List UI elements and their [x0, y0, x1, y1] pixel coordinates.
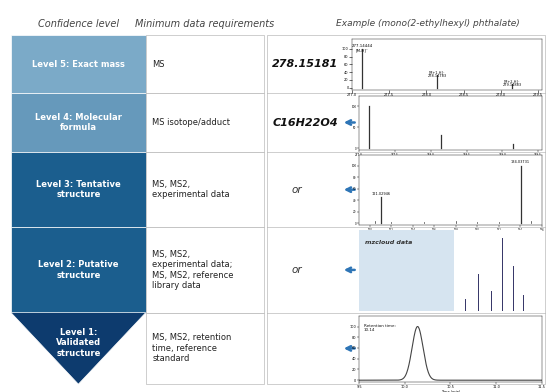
Bar [359, 230, 454, 311]
Text: 278.15181: 278.15181 [272, 59, 338, 69]
Text: Confidence level: Confidence level [38, 18, 119, 29]
Text: [M+1-H]⁻: [M+1-H]⁻ [429, 71, 446, 74]
Text: MS, MS2,
experimental data;
MS, MS2, reference
library data: MS, MS2, experimental data; MS, MS2, ref… [152, 250, 234, 290]
Bar [146, 313, 264, 384]
Text: Level 1:
Validated
structure: Level 1: Validated structure [56, 328, 101, 358]
Text: C16H22O4: C16H22O4 [272, 118, 338, 127]
Bar [146, 93, 264, 152]
Text: 278.14783: 278.14783 [428, 74, 447, 78]
Text: Minimum data requirements: Minimum data requirements [135, 18, 274, 29]
Text: MS, MS2, retention
time, reference
standard: MS, MS2, retention time, reference stand… [152, 334, 232, 363]
Text: Example (mono(2-ethylhexyl) phthalate): Example (mono(2-ethylhexyl) phthalate) [336, 19, 520, 28]
X-axis label: m/z: m/z [447, 233, 454, 237]
Bar [267, 35, 544, 384]
Text: Level 5: Exact mass: Level 5: Exact mass [32, 60, 125, 69]
Bar [11, 227, 146, 313]
Bar [146, 152, 264, 227]
Text: [M-H]⁻: [M-H]⁻ [356, 48, 369, 53]
Text: mzcloud data: mzcloud data [365, 240, 412, 245]
Text: 277.14444: 277.14444 [352, 44, 373, 48]
Text: MS isotope/adduct: MS isotope/adduct [152, 118, 230, 127]
X-axis label: Time (min): Time (min) [441, 390, 460, 392]
Bar [146, 227, 264, 313]
Text: Retention time:
10.14: Retention time: 10.14 [364, 324, 395, 332]
Text: or: or [292, 185, 302, 195]
X-axis label: m/z: m/z [443, 98, 450, 103]
X-axis label: m/z: m/z [447, 158, 454, 162]
Text: 279.14883: 279.14883 [502, 83, 521, 87]
Polygon shape [11, 313, 146, 384]
Text: Level 4: Molecular
formula: Level 4: Molecular formula [35, 113, 122, 132]
Text: Level 3: Tentative
structure: Level 3: Tentative structure [36, 180, 121, 200]
Text: 121.02946: 121.02946 [371, 192, 390, 196]
Bar [11, 152, 146, 227]
Text: or: or [292, 265, 302, 275]
Text: Level 2: Putative
structure: Level 2: Putative structure [38, 260, 119, 279]
Text: 134.03731: 134.03731 [511, 160, 530, 165]
Bar [146, 35, 264, 93]
Bar [11, 93, 146, 152]
Bar [454, 230, 542, 311]
Bar [11, 35, 146, 93]
Text: MS, MS2,
experimental data: MS, MS2, experimental data [152, 180, 230, 200]
Text: MS: MS [152, 60, 165, 69]
Text: [M+2-H]⁻: [M+2-H]⁻ [503, 80, 520, 83]
